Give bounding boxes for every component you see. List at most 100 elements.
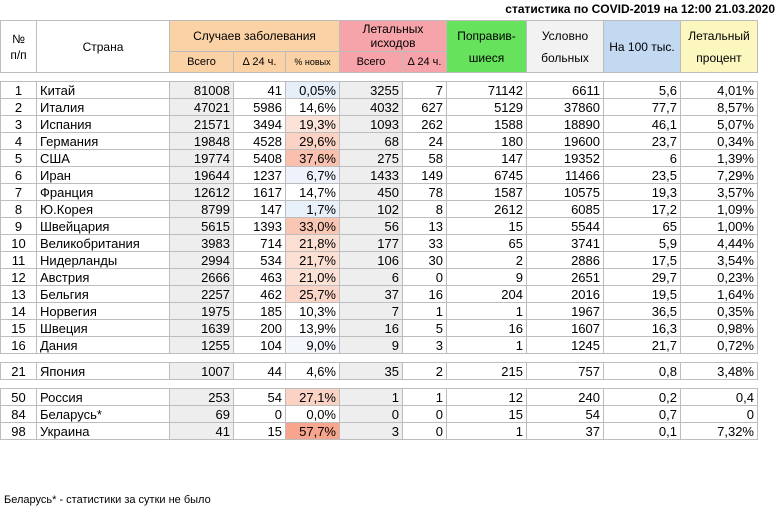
- spacer-row: [0, 379, 758, 389]
- header-row-top: № п/п Страна Случаев заболевания Летальн…: [0, 20, 758, 73]
- spacer-cell: [526, 353, 604, 363]
- table-row: 6 Иран 19644 1237 6,7% 1433 149 6745 11466 23,5 7,…: [0, 166, 758, 184]
- spacer-cell: [36, 72, 170, 82]
- cell-dd24: 1: [402, 388, 447, 406]
- spacer-cell: [446, 379, 527, 389]
- cell-sick: 37860: [526, 98, 604, 116]
- cell-n: 12: [0, 268, 37, 286]
- table-row: 84 Беларусь* 69 0 0,0% 0 0 15 54 0,7 0: [0, 405, 758, 423]
- cell-newpct: 25,7%: [285, 285, 340, 303]
- cell-newpct: 0,0%: [285, 405, 340, 423]
- cell-dd24: 16: [402, 285, 447, 303]
- cell-d24: 200: [233, 319, 286, 337]
- cases-24h-header: Δ 24 ч.: [233, 51, 286, 73]
- cell-sick: 2886: [526, 251, 604, 269]
- cell-n: 15: [0, 319, 37, 337]
- cell-recovered: 1: [446, 336, 527, 354]
- cell-total: 1975: [169, 302, 234, 320]
- cell-pct: 3,48%: [680, 362, 758, 380]
- cell-d24: 54: [233, 388, 286, 406]
- spacer-cell: [0, 379, 37, 389]
- cell-d24: 714: [233, 234, 286, 252]
- cell-recovered: 1587: [446, 183, 527, 201]
- spacer-cell: [0, 353, 37, 363]
- cell-newpct: 9,0%: [285, 336, 340, 354]
- table-row: 8 Ю.Корея 8799 147 1,7% 102 8 2612 6085 17,2 1,09%: [0, 200, 758, 218]
- cell-n: 8: [0, 200, 37, 218]
- deaths-total-header: Всего: [339, 51, 403, 73]
- cell-sick: 1245: [526, 336, 604, 354]
- cell-pct: 0,23%: [680, 268, 758, 286]
- table-row: 9 Швейцария 5615 1393 33,0% 56 13 15 5544 65 1,00%: [0, 217, 758, 235]
- cell-per100: 0,2: [603, 388, 681, 406]
- cell-deaths: 1093: [339, 115, 403, 133]
- cell-recovered: 12: [446, 388, 527, 406]
- cell-country: Ю.Корея: [36, 200, 170, 218]
- cell-deaths: 1: [339, 388, 403, 406]
- cell-pct: 1,00%: [680, 217, 758, 235]
- table-row: 1 Китай 81008 41 0,05% 3255 7 71142 6611 5,6 4,01%: [0, 81, 758, 99]
- cell-dd24: 24: [402, 132, 447, 150]
- cell-recovered: 16: [446, 319, 527, 337]
- cell-d24: 1617: [233, 183, 286, 201]
- cell-total: 5615: [169, 217, 234, 235]
- cell-d24: 41: [233, 81, 286, 99]
- cell-per100: 19,5: [603, 285, 681, 303]
- cell-per100: 17,2: [603, 200, 681, 218]
- cell-newpct: 6,7%: [285, 166, 340, 184]
- spacer-cell: [36, 379, 170, 389]
- cell-sick: 3741: [526, 234, 604, 252]
- cell-n: 11: [0, 251, 37, 269]
- cell-per100: 46,1: [603, 115, 681, 133]
- cell-total: 19848: [169, 132, 234, 150]
- spacer-cell: [680, 379, 758, 389]
- cell-newpct: 33,0%: [285, 217, 340, 235]
- cell-total: 2257: [169, 285, 234, 303]
- table-row: 7 Франция 12612 1617 14,7% 450 78 1587 10575 19,3…: [0, 183, 758, 201]
- cell-n: 1: [0, 81, 37, 99]
- cell-n: 3: [0, 115, 37, 133]
- cell-total: 8799: [169, 200, 234, 218]
- cell-sick: 1607: [526, 319, 604, 337]
- cell-per100: 23,7: [603, 132, 681, 150]
- cell-newpct: 57,7%: [285, 422, 340, 440]
- cell-pct: 0: [680, 405, 758, 423]
- cell-newpct: 4,6%: [285, 362, 340, 380]
- deaths-header: Летальных исходов: [339, 20, 447, 52]
- cell-deaths: 37: [339, 285, 403, 303]
- cell-n: 4: [0, 132, 37, 150]
- cell-dd24: 0: [402, 422, 447, 440]
- cell-sick: 2016: [526, 285, 604, 303]
- cell-pct: 0,4: [680, 388, 758, 406]
- cell-total: 21571: [169, 115, 234, 133]
- cell-total: 2994: [169, 251, 234, 269]
- cell-dd24: 5: [402, 319, 447, 337]
- table-row: 5 США 19774 5408 37,6% 275 58 147 19352 6 1,39%: [0, 149, 758, 167]
- table-row: 50 Россия 253 54 27,1% 1 1 12 240 0,2 0,4: [0, 388, 758, 406]
- table-row: 12 Австрия 2666 463 21,0% 6 0 9 2651 29,7 0,23%: [0, 268, 758, 286]
- cell-d24: 463: [233, 268, 286, 286]
- spacer-cell: [285, 379, 340, 389]
- cell-recovered: 6745: [446, 166, 527, 184]
- spacer-cell: [603, 353, 681, 363]
- spacer-cell: [233, 379, 286, 389]
- cell-dd24: 7: [402, 81, 447, 99]
- cell-deaths: 35: [339, 362, 403, 380]
- cell-country: Бельгия: [36, 285, 170, 303]
- spacer-cell: [402, 353, 447, 363]
- cell-newpct: 13,9%: [285, 319, 340, 337]
- cell-d24: 1393: [233, 217, 286, 235]
- cell-sick: 757: [526, 362, 604, 380]
- cell-deaths: 16: [339, 319, 403, 337]
- cell-per100: 29,7: [603, 268, 681, 286]
- cell-country: Австрия: [36, 268, 170, 286]
- spacer-cell: [402, 379, 447, 389]
- cell-dd24: 13: [402, 217, 447, 235]
- cell-dd24: 78: [402, 183, 447, 201]
- cell-newpct: 19,3%: [285, 115, 340, 133]
- cell-total: 81008: [169, 81, 234, 99]
- cell-deaths: 450: [339, 183, 403, 201]
- cell-n: 10: [0, 234, 37, 252]
- cell-deaths: 177: [339, 234, 403, 252]
- cell-total: 12612: [169, 183, 234, 201]
